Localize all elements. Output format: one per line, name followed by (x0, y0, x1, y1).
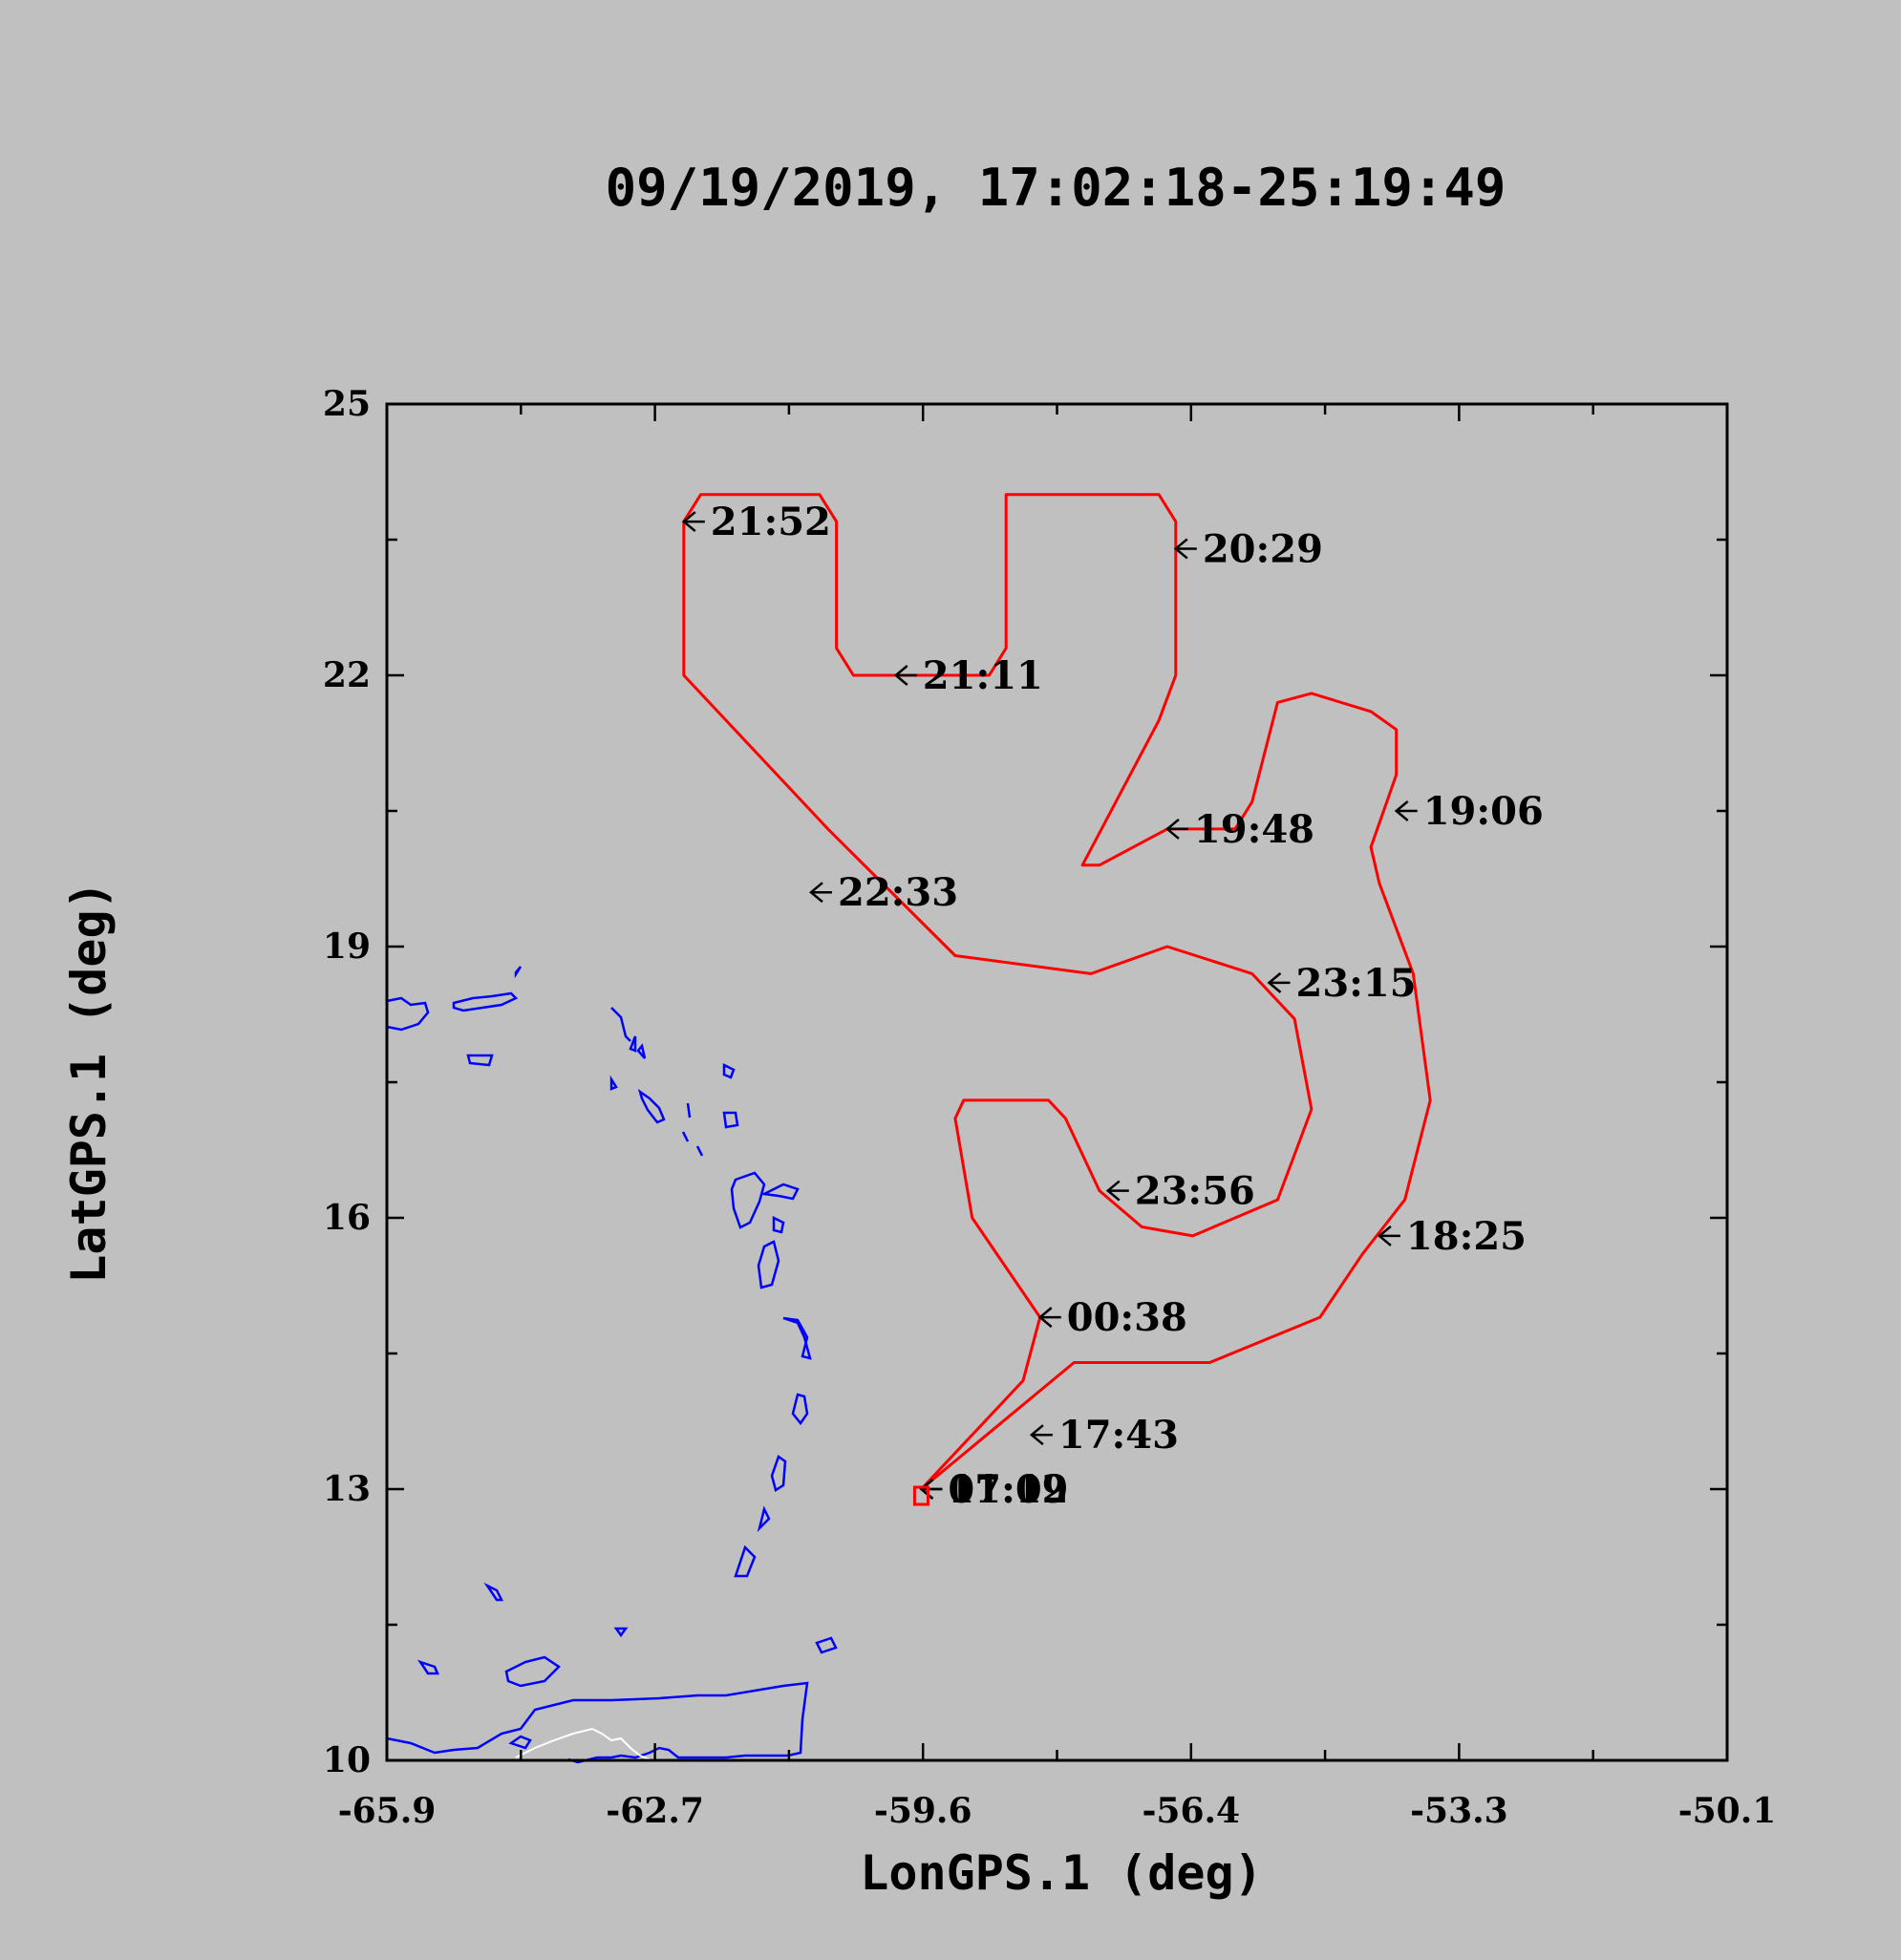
time-label: 23:15 (1295, 961, 1416, 1006)
x-tick-label: -62.7 (606, 1791, 704, 1831)
coast-leeward-islands (609, 1007, 812, 1578)
axes: -65.9 -62.7 -59.6 -56.4 -53.3 -50.1 10 13 16 19 22… (323, 384, 1776, 1831)
time-label: 17:43 (1058, 1413, 1179, 1458)
time-label: 19:48 (1194, 807, 1314, 852)
time-label: 00:38 (1067, 1295, 1187, 1340)
x-tick-label: -65.9 (338, 1791, 437, 1831)
coastlines (385, 966, 838, 1764)
direction-arrow (1037, 1307, 1053, 1329)
y-tick-label: 25 (323, 384, 371, 424)
direction-arrow (1377, 1225, 1392, 1246)
time-label: 19:06 (1423, 789, 1544, 834)
x-tick-label: -59.6 (874, 1791, 972, 1831)
direction-arrow (893, 665, 908, 686)
time-label: 21:52 (711, 500, 831, 544)
direction-arrow (681, 511, 696, 533)
time-label: 18:25 (1406, 1214, 1527, 1259)
x-tick-label: -50.1 (1678, 1791, 1777, 1831)
start-marker (912, 1485, 929, 1506)
time-label: 01:19 (948, 1467, 1068, 1512)
chart-title: 09/19/2019, 17:02:18-25:19:49 (606, 158, 1506, 218)
direction-arrow (1105, 1180, 1121, 1202)
y-tick-label: 22 (323, 655, 371, 695)
time-label: 17:02 (948, 1467, 1068, 1512)
time-labels: 17:02 17:43 18:25 19:06 19:48 20:29 21:11 21:52… (681, 500, 1544, 1512)
y-tick-label: 19 (323, 927, 371, 967)
direction-arrow (1164, 818, 1180, 840)
x-tick-label: -53.3 (1410, 1791, 1508, 1831)
direction-arrow (1267, 971, 1282, 993)
plot-frame (385, 402, 1729, 1762)
direction-arrow (1029, 1424, 1044, 1446)
flight-track-line (682, 493, 1432, 1491)
y-tick-label: 10 (323, 1740, 371, 1780)
direction-arrow (809, 882, 823, 904)
coast-puerto-rico (385, 966, 523, 1067)
y-tick-label: 13 (323, 1469, 371, 1509)
time-label: 21:11 (923, 653, 1043, 698)
x-tick-label: -56.4 (1142, 1791, 1240, 1831)
y-axis-label: LatGPS.1 (deg) (61, 881, 117, 1283)
coast-south-america (386, 1582, 838, 1764)
x-axis-label: LonGPS.1 (deg) (860, 1845, 1262, 1901)
y-tick-label: 16 (323, 1198, 371, 1238)
political-border (515, 1727, 651, 1760)
time-label: 22:33 (838, 870, 958, 915)
direction-arrow (1394, 800, 1409, 821)
direction-arrow (1173, 538, 1188, 560)
time-label: 23:56 (1135, 1169, 1255, 1214)
time-label: 20:29 (1203, 526, 1323, 571)
